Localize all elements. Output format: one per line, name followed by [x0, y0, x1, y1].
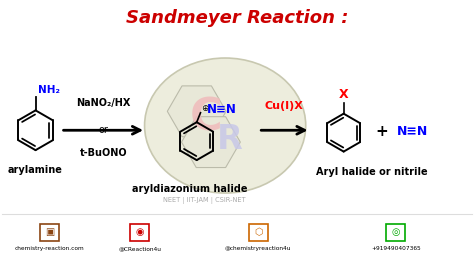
Text: R: R: [217, 123, 243, 156]
Text: NEET | IIT-JAM | CSIR-NET: NEET | IIT-JAM | CSIR-NET: [163, 197, 245, 204]
Text: Cu(I)X: Cu(I)X: [264, 101, 303, 111]
FancyBboxPatch shape: [249, 224, 268, 241]
Text: +919490407365: +919490407365: [371, 246, 420, 251]
Text: N≡N: N≡N: [397, 125, 428, 138]
Text: X: X: [339, 88, 348, 101]
FancyBboxPatch shape: [40, 224, 59, 241]
Text: NH₂: NH₂: [38, 85, 60, 95]
Text: ▣: ▣: [45, 227, 55, 237]
Text: ◉: ◉: [136, 227, 144, 237]
Text: arylamine: arylamine: [8, 165, 63, 175]
Text: t-BuONO: t-BuONO: [80, 148, 127, 158]
FancyBboxPatch shape: [386, 224, 405, 241]
Text: ⊕: ⊕: [201, 103, 209, 113]
Text: @chemistryreaction4u: @chemistryreaction4u: [225, 246, 292, 251]
Ellipse shape: [145, 58, 306, 193]
Text: +: +: [375, 124, 388, 139]
Polygon shape: [167, 86, 226, 137]
Text: N≡N: N≡N: [207, 103, 237, 116]
FancyBboxPatch shape: [130, 224, 149, 241]
Text: Sandmeyer Reaction :: Sandmeyer Reaction :: [126, 9, 348, 28]
Text: or: or: [99, 125, 108, 135]
Text: C: C: [190, 97, 223, 140]
Text: @CReaction4u: @CReaction4u: [118, 246, 161, 251]
Text: chemistry-reaction.com: chemistry-reaction.com: [15, 246, 85, 251]
Text: NaNO₂/HX: NaNO₂/HX: [76, 98, 130, 108]
Text: aryldiazonium halide: aryldiazonium halide: [132, 184, 247, 194]
Polygon shape: [182, 117, 240, 168]
Text: Aryl halide or nitrile: Aryl halide or nitrile: [316, 167, 428, 177]
Text: ⬡: ⬡: [254, 227, 263, 237]
Text: ◎: ◎: [392, 227, 400, 237]
